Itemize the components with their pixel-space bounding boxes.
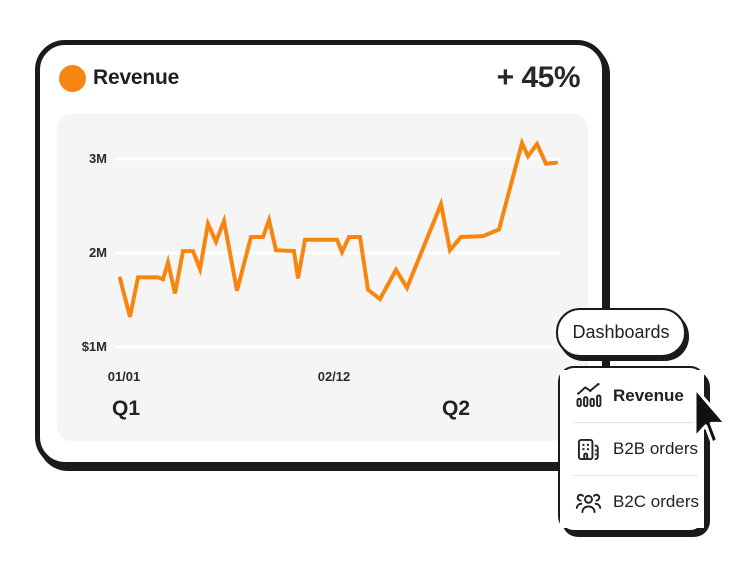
menu-item-b2c-orders[interactable]: B2C orders [560,476,704,529]
chart-icon [576,383,602,408]
menu-item-b2b-orders[interactable]: B2B orders [560,423,704,475]
menu-item-label: B2C orders [613,492,699,512]
menu-divider [573,474,698,477]
quarter-label: Q1 [111,397,140,420]
building-icon [577,438,599,460]
revenue-line-chart [115,137,560,349]
x-axis-tick: 02/12 [317,369,351,384]
dashboards-button[interactable]: Dashboards [556,308,686,357]
y-axis-tick: 2M [88,245,107,260]
y-axis-tick: 3M [88,151,107,166]
menu-divider [573,421,698,424]
menu-item-label: B2B orders [613,439,699,458]
dashboards-menu: Revenue B2B orders [558,366,706,532]
dashboards-button-label: Dashboards [572,322,670,342]
y-axis-tick: $1M [81,339,107,354]
delta-badge: + 45% [496,61,581,94]
people-icon [575,493,602,513]
menu-item-label: Revenue [613,385,684,405]
x-axis-tick: 01/01 [107,369,141,384]
quarter-label: Q2 [441,397,470,420]
card-title: Revenue [93,66,180,89]
menu-item-revenue[interactable]: Revenue [560,370,704,422]
series-color-dot [59,65,86,92]
revenue-series-line [118,137,558,318]
chart-panel: 3M 2M $1M 01/01 02/12 Q1 Q2 [57,114,588,441]
